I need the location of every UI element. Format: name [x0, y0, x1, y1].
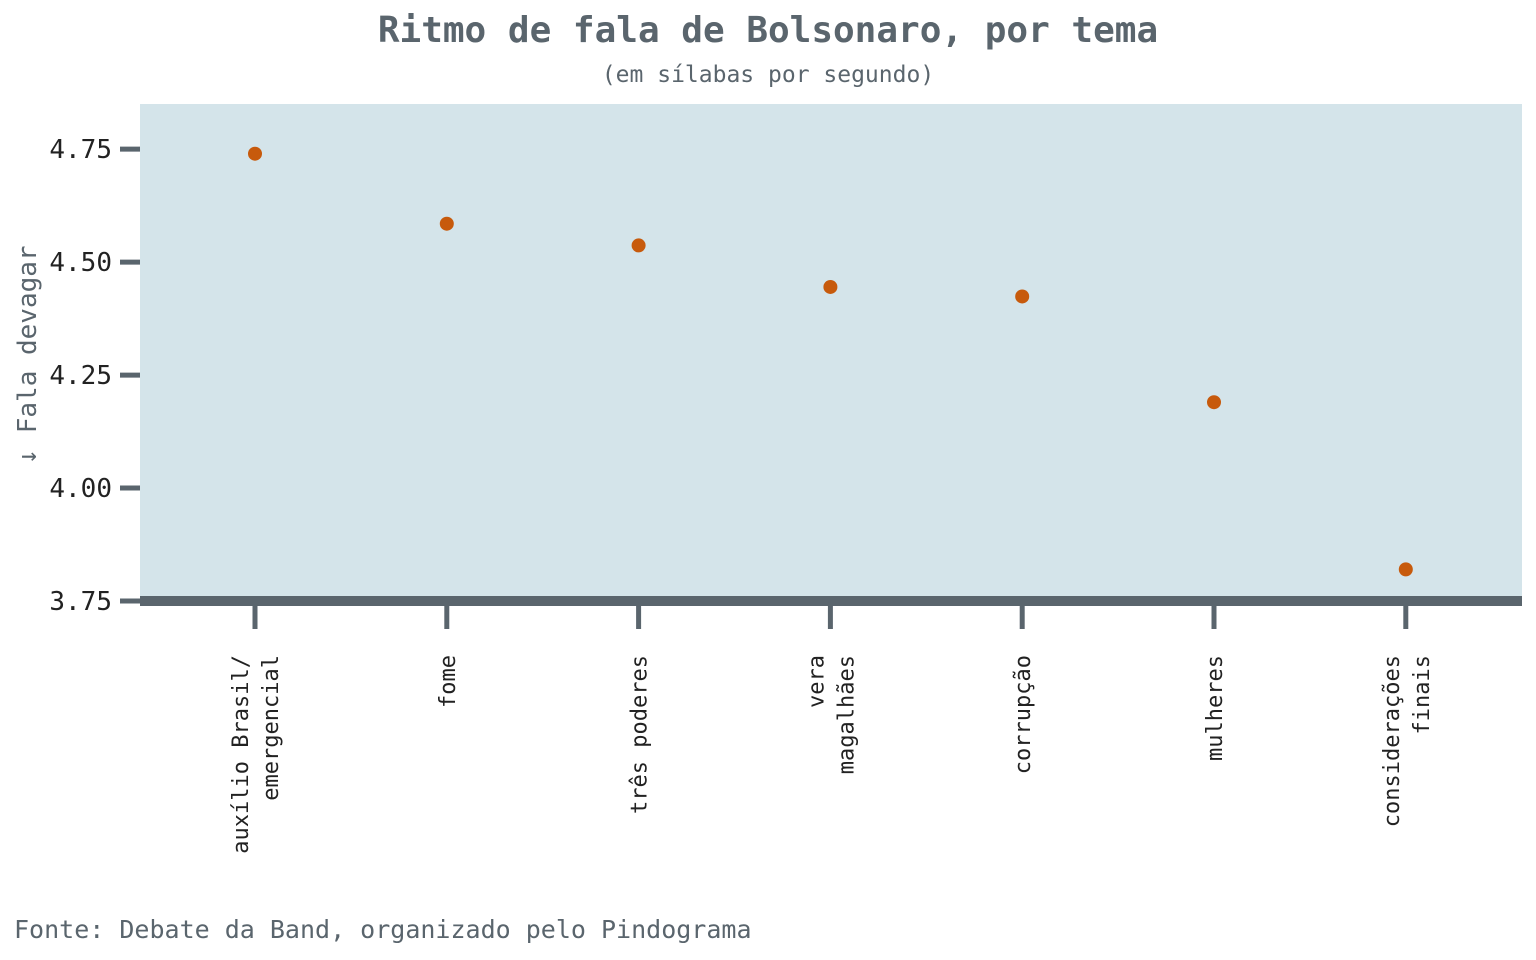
x-tick-label: magalhães — [834, 655, 859, 774]
x-tick-label: auxílio Brasil/ — [229, 655, 254, 854]
x-tick-label: emergencial — [259, 655, 284, 801]
data-point — [1398, 562, 1413, 577]
x-tick-label: mulheres — [1203, 655, 1228, 761]
source-note: Fonte: Debate da Band, organizado pelo P… — [14, 915, 752, 944]
x-tick-label: fome — [436, 655, 461, 708]
x-axis: auxílio Brasil/emergencial fome três poder… — [140, 596, 1522, 854]
data-point — [823, 279, 838, 294]
data-point — [631, 238, 646, 253]
data-point — [248, 146, 262, 161]
chart-title: Ritmo de fala de Bolsonaro, por tema — [378, 10, 1158, 51]
data-point — [1207, 395, 1221, 410]
data-point — [1015, 289, 1030, 304]
x-tick-label: considerações — [1380, 655, 1405, 827]
x-tick-label: três poderes — [628, 655, 653, 814]
y-tick-label: 4.00 — [49, 474, 112, 504]
chart-subtitle: (em sílabas por segundo) — [602, 62, 934, 88]
data-point — [439, 216, 454, 231]
y-axis: 3.75 4.00 4.25 4.50 4.75 — [49, 135, 140, 617]
y-tick-label: 3.75 — [49, 587, 112, 617]
plot-panel — [140, 104, 1522, 601]
y-tick-label: 4.50 — [49, 248, 112, 278]
x-tick-label: finais — [1410, 655, 1435, 734]
y-tick-label: 4.25 — [49, 361, 112, 391]
y-tick-label: 4.75 — [49, 135, 112, 165]
x-tick-label: corrupção — [1011, 655, 1036, 774]
x-tick-label: vera — [804, 655, 829, 708]
y-axis-label: ↓ Fala devagar — [13, 245, 43, 464]
data-points — [248, 146, 1413, 577]
